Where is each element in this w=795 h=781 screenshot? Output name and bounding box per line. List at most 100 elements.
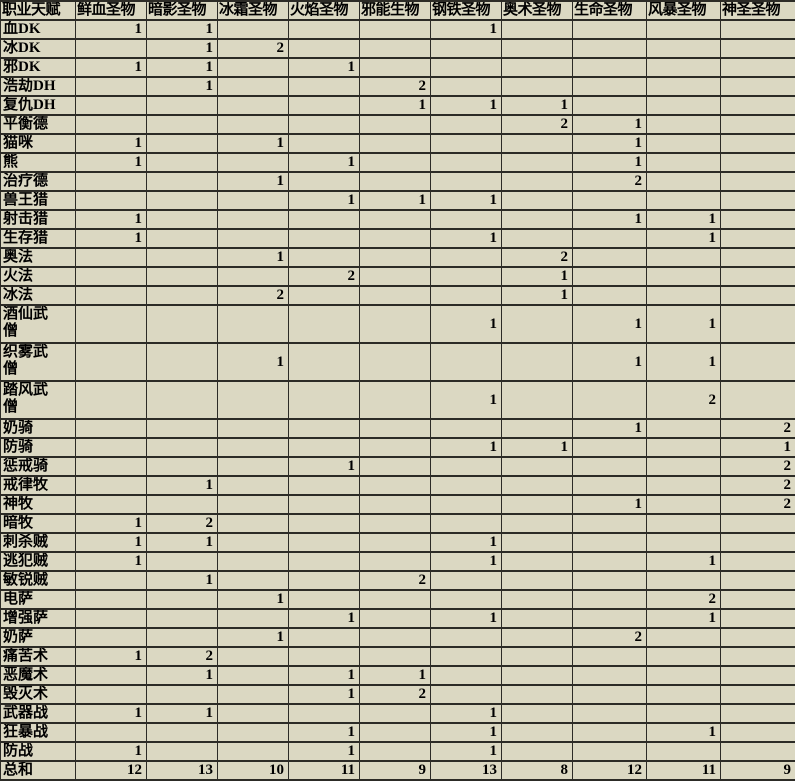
value-cell[interactable] — [431, 495, 502, 514]
value-cell[interactable]: 1 — [573, 419, 647, 438]
row-label[interactable]: 生存猎 — [1, 229, 76, 248]
value-cell[interactable] — [76, 381, 147, 419]
value-cell[interactable]: 1 — [647, 723, 721, 742]
total-value-cell[interactable]: 8 — [502, 761, 573, 780]
value-cell[interactable]: 1 — [360, 666, 431, 685]
value-cell[interactable] — [76, 571, 147, 590]
value-cell[interactable] — [721, 628, 795, 647]
value-cell[interactable] — [502, 742, 573, 761]
value-cell[interactable] — [502, 628, 573, 647]
value-cell[interactable] — [360, 495, 431, 514]
total-value-cell[interactable]: 9 — [360, 761, 431, 780]
value-cell[interactable] — [76, 590, 147, 609]
value-cell[interactable] — [647, 476, 721, 495]
value-cell[interactable] — [147, 552, 218, 571]
value-cell[interactable] — [76, 495, 147, 514]
value-cell[interactable]: 1 — [431, 381, 502, 419]
value-cell[interactable] — [289, 115, 360, 134]
value-cell[interactable] — [502, 153, 573, 172]
value-cell[interactable] — [360, 115, 431, 134]
value-cell[interactable] — [573, 286, 647, 305]
value-cell[interactable]: 2 — [360, 77, 431, 96]
value-cell[interactable] — [218, 666, 289, 685]
value-cell[interactable] — [76, 476, 147, 495]
value-cell[interactable]: 2 — [502, 248, 573, 267]
value-cell[interactable]: 2 — [721, 476, 795, 495]
value-cell[interactable] — [721, 115, 795, 134]
value-cell[interactable] — [289, 419, 360, 438]
corner-header[interactable]: 职业天赋 — [1, 1, 76, 20]
value-cell[interactable] — [721, 647, 795, 666]
value-cell[interactable] — [289, 704, 360, 723]
value-cell[interactable] — [289, 495, 360, 514]
value-cell[interactable] — [289, 476, 360, 495]
value-cell[interactable] — [647, 96, 721, 115]
value-cell[interactable] — [502, 514, 573, 533]
value-cell[interactable] — [76, 343, 147, 381]
value-cell[interactable] — [360, 628, 431, 647]
row-label[interactable]: 逃犯贼 — [1, 552, 76, 571]
total-value-cell[interactable]: 9 — [721, 761, 795, 780]
value-cell[interactable] — [360, 210, 431, 229]
row-label[interactable]: 敏锐贼 — [1, 571, 76, 590]
value-cell[interactable] — [502, 457, 573, 476]
row-label[interactable]: 防骑 — [1, 438, 76, 457]
value-cell[interactable] — [573, 20, 647, 39]
value-cell[interactable] — [721, 723, 795, 742]
value-cell[interactable] — [360, 343, 431, 381]
value-cell[interactable]: 1 — [218, 628, 289, 647]
value-cell[interactable] — [76, 666, 147, 685]
value-cell[interactable] — [721, 305, 795, 343]
row-label[interactable]: 熊 — [1, 153, 76, 172]
column-header[interactable]: 冰霜圣物 — [218, 1, 289, 20]
value-cell[interactable] — [502, 305, 573, 343]
value-cell[interactable] — [147, 248, 218, 267]
value-cell[interactable] — [76, 609, 147, 628]
value-cell[interactable] — [502, 343, 573, 381]
value-cell[interactable] — [76, 172, 147, 191]
column-header[interactable]: 奥术圣物 — [502, 1, 573, 20]
value-cell[interactable] — [573, 723, 647, 742]
value-cell[interactable] — [431, 58, 502, 77]
value-cell[interactable]: 2 — [721, 457, 795, 476]
value-cell[interactable]: 1 — [289, 742, 360, 761]
value-cell[interactable]: 1 — [218, 590, 289, 609]
value-cell[interactable] — [721, 134, 795, 153]
value-cell[interactable] — [147, 191, 218, 210]
value-cell[interactable] — [647, 191, 721, 210]
value-cell[interactable] — [647, 628, 721, 647]
value-cell[interactable]: 1 — [647, 552, 721, 571]
value-cell[interactable]: 2 — [147, 514, 218, 533]
value-cell[interactable] — [360, 514, 431, 533]
value-cell[interactable] — [218, 742, 289, 761]
value-cell[interactable]: 1 — [289, 723, 360, 742]
value-cell[interactable] — [147, 115, 218, 134]
value-cell[interactable]: 1 — [76, 552, 147, 571]
value-cell[interactable]: 1 — [573, 134, 647, 153]
value-cell[interactable] — [721, 685, 795, 704]
value-cell[interactable] — [721, 343, 795, 381]
value-cell[interactable] — [431, 666, 502, 685]
value-cell[interactable]: 1 — [573, 210, 647, 229]
value-cell[interactable] — [573, 666, 647, 685]
value-cell[interactable] — [647, 571, 721, 590]
value-cell[interactable]: 1 — [289, 191, 360, 210]
value-cell[interactable] — [360, 590, 431, 609]
row-label[interactable]: 踏风武僧 — [1, 381, 76, 419]
value-cell[interactable] — [573, 457, 647, 476]
row-label[interactable]: 狂暴战 — [1, 723, 76, 742]
value-cell[interactable] — [218, 381, 289, 419]
value-cell[interactable] — [502, 39, 573, 58]
value-cell[interactable] — [431, 153, 502, 172]
value-cell[interactable] — [360, 476, 431, 495]
value-cell[interactable] — [289, 381, 360, 419]
value-cell[interactable] — [289, 438, 360, 457]
value-cell[interactable]: 2 — [502, 115, 573, 134]
value-cell[interactable]: 1 — [289, 609, 360, 628]
value-cell[interactable]: 1 — [147, 20, 218, 39]
row-label[interactable]: 防战 — [1, 742, 76, 761]
row-label[interactable]: 平衡德 — [1, 115, 76, 134]
value-cell[interactable] — [147, 134, 218, 153]
value-cell[interactable] — [431, 476, 502, 495]
value-cell[interactable]: 1 — [147, 571, 218, 590]
